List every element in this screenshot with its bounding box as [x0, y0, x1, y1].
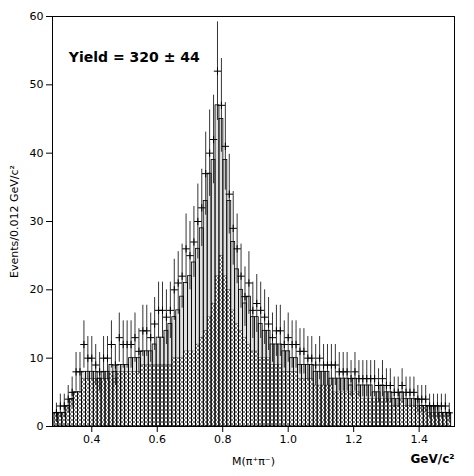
svg-text:0.6: 0.6 — [149, 433, 167, 446]
svg-text:40: 40 — [30, 147, 44, 160]
svg-text:20: 20 — [30, 283, 44, 296]
svg-text:30: 30 — [30, 215, 44, 228]
svg-text:60: 60 — [30, 10, 44, 23]
svg-text:Yield = 320 ± 44: Yield = 320 ± 44 — [68, 49, 200, 65]
svg-text:0: 0 — [37, 420, 44, 433]
svg-text:1.2: 1.2 — [345, 433, 363, 446]
svg-text:GeV/c²: GeV/c² — [410, 452, 454, 466]
svg-text:1.0: 1.0 — [279, 433, 297, 446]
svg-text:Events/0.012 GeV/c²: Events/0.012 GeV/c² — [8, 165, 21, 278]
svg-text:M(π⁺π⁻): M(π⁺π⁻) — [232, 455, 275, 468]
svg-text:50: 50 — [30, 78, 44, 91]
svg-text:0.8: 0.8 — [214, 433, 232, 446]
svg-text:10: 10 — [30, 352, 44, 365]
svg-text:1.4: 1.4 — [410, 433, 428, 446]
svg-text:0.4: 0.4 — [83, 433, 101, 446]
